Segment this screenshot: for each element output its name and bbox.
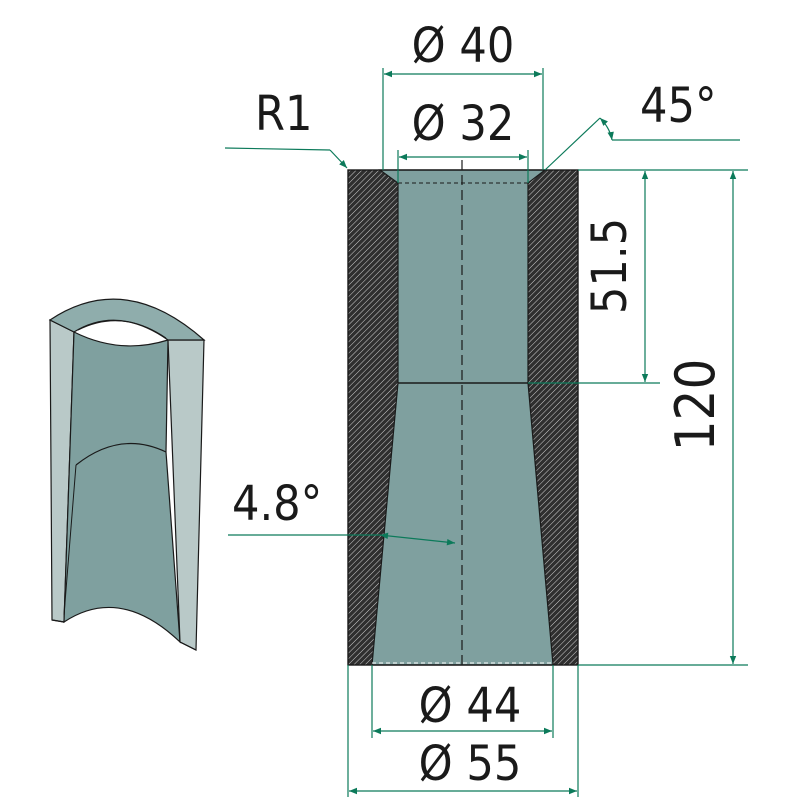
- dimension-lines: [224, 68, 748, 797]
- label-r1: R1: [255, 86, 312, 142]
- label-51-5: 51.5: [582, 218, 638, 314]
- label-d55: Ø 55: [419, 736, 522, 792]
- label-d40: Ø 40: [412, 18, 515, 74]
- label-120: 120: [664, 359, 727, 452]
- section-view: [347, 160, 579, 670]
- label-d44: Ø 44: [419, 678, 522, 734]
- leader-r1: [224, 147, 331, 151]
- iso-taper-left: [63, 464, 77, 616]
- iso-bottom-edge: [51, 619, 197, 651]
- iso-top-inner-ring: [77, 320, 167, 339]
- iso-top-face: [48, 298, 206, 341]
- section-outline: [347, 169, 579, 666]
- isometric-view: [48, 298, 206, 651]
- leader-45: [544, 117, 601, 171]
- iso-inner-bore: [63, 331, 181, 644]
- label-45-degree: 45°: [640, 78, 717, 134]
- dimension-labels: Ø 40 Ø 32 R1 45° 51.5 120 4.8° Ø 44 Ø 55: [232, 18, 727, 792]
- label-4-8-degree: 4.8°: [232, 476, 322, 532]
- label-d32: Ø 32: [412, 96, 515, 152]
- iso-step-line: [75, 442, 167, 466]
- arc-45: [599, 117, 614, 141]
